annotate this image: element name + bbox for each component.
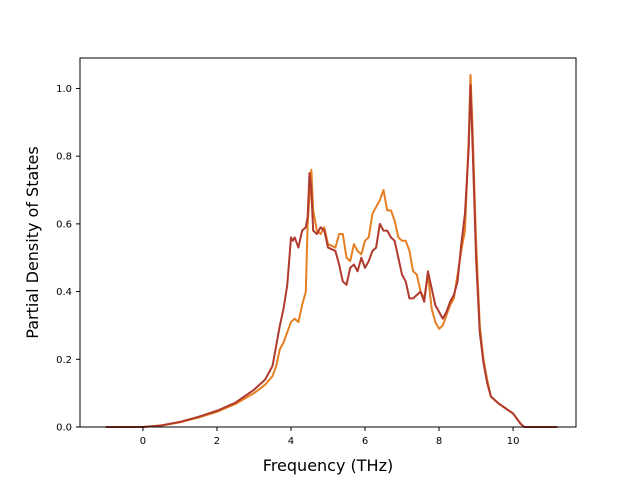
x-tick-label: 6 bbox=[362, 436, 368, 447]
series-line-2 bbox=[105, 84, 558, 428]
x-tick-label: 0 bbox=[140, 436, 146, 447]
x-tick-label: 10 bbox=[507, 436, 520, 447]
y-tick-label: 0.0 bbox=[56, 423, 72, 434]
y-axis-ticks: 0.0 0.2 0.4 0.6 0.8 1.0 bbox=[56, 84, 80, 434]
x-tick-label: 4 bbox=[288, 436, 294, 447]
y-tick-label: 1.0 bbox=[56, 84, 72, 95]
y-tick-label: 0.4 bbox=[56, 287, 72, 298]
y-tick-label: 0.8 bbox=[56, 152, 72, 163]
x-axis-ticks: 0 2 4 6 8 10 bbox=[140, 427, 520, 447]
y-tick-label: 0.6 bbox=[56, 219, 72, 230]
y-axis-label: Partial Density of States bbox=[23, 146, 42, 338]
x-tick-label: 8 bbox=[436, 436, 442, 447]
y-tick-label: 0.2 bbox=[56, 355, 72, 366]
plot-frame bbox=[79, 57, 577, 428]
series-line-1 bbox=[105, 73, 558, 428]
x-axis-label: Frequency (THz) bbox=[263, 456, 393, 475]
series-layer bbox=[105, 73, 558, 428]
x-tick-label: 2 bbox=[214, 436, 220, 447]
